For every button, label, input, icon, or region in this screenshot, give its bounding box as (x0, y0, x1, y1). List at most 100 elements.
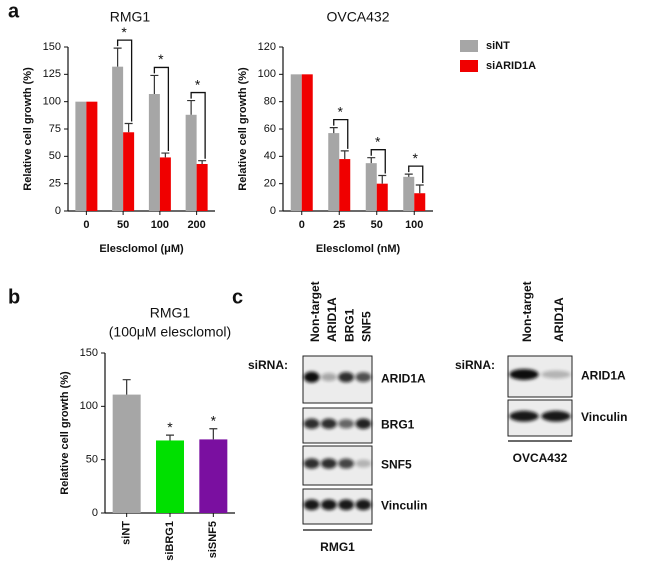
chart-title: OVCA432 (326, 9, 389, 25)
band (320, 499, 337, 511)
bar (199, 439, 228, 513)
chart-subtitle: (100μM elesclomol) (109, 324, 231, 340)
band (303, 458, 320, 469)
band (338, 499, 355, 511)
bar (112, 394, 141, 513)
bar (156, 440, 184, 513)
bar (365, 163, 377, 211)
band (541, 370, 571, 379)
x-tick-label: 50 (371, 219, 383, 231)
legend-swatch (460, 40, 478, 52)
error-bar (113, 47, 122, 67)
y-tick-label: 0 (92, 507, 98, 519)
legend-swatch (460, 60, 478, 72)
error-bar (124, 122, 133, 133)
band (338, 371, 355, 383)
annotation: * (167, 419, 173, 435)
x-tick-label: 0 (83, 219, 89, 231)
bar (123, 132, 135, 211)
x-tick-label: 50 (117, 219, 129, 231)
panel-label: a (8, 0, 20, 22)
band (355, 499, 372, 511)
y-tick-label: 120 (258, 41, 276, 53)
band (355, 418, 372, 430)
band (509, 410, 539, 422)
lane-label: ARID1A (325, 297, 339, 342)
error-bar (166, 434, 174, 441)
y-tick-label: 150 (80, 347, 98, 359)
y-tick-label: 100 (80, 400, 98, 412)
sirna-label: siRNA: (248, 358, 288, 372)
significance-bracket (370, 149, 386, 174)
y-tick-label: 0 (270, 205, 276, 217)
lane-label: Non-target (520, 281, 534, 342)
cell-line-label: OVCA432 (513, 451, 568, 465)
band (320, 458, 337, 469)
x-tick-label: 100 (405, 219, 423, 231)
error-bar (209, 428, 218, 440)
protein-label: Vinculin (381, 499, 427, 513)
error-bar (122, 379, 131, 395)
error-bar (404, 173, 413, 177)
y-tick-label: 125 (43, 68, 61, 80)
lane-label: BRG1 (342, 308, 356, 342)
bar (112, 66, 124, 212)
panel-label: b (8, 286, 20, 308)
error-bar (378, 174, 387, 184)
x-tick-label: siSNF5 (207, 521, 219, 558)
y-axis-label: Relative cell growth (%) (22, 67, 34, 191)
protein-label: ARID1A (581, 369, 626, 383)
y-tick-label: 75 (49, 123, 61, 135)
annotation: * (121, 24, 127, 40)
legend-label: siNT (486, 40, 510, 52)
legend-label: siARID1A (486, 60, 536, 72)
chart-title: RMG1 (110, 9, 151, 25)
annotation: * (375, 133, 381, 149)
bar (339, 159, 351, 211)
band (338, 458, 355, 469)
y-tick-label: 50 (86, 454, 98, 466)
bar (196, 163, 208, 211)
band (320, 418, 337, 429)
annotation: * (338, 103, 344, 119)
bar (185, 114, 197, 211)
protein-label: ARID1A (381, 372, 426, 386)
lane-label: SNF5 (360, 311, 374, 342)
error-bar (198, 160, 207, 164)
x-tick-label: 100 (151, 219, 169, 231)
significance-bracket (333, 118, 349, 149)
error-bar (150, 74, 159, 95)
x-tick-label: 200 (187, 219, 205, 231)
sirna-label: siRNA: (455, 358, 495, 372)
x-tick-label: siBRG1 (164, 521, 176, 561)
significance-bracket (116, 39, 133, 122)
x-tick-label: 25 (333, 219, 345, 231)
significance-bracket (153, 66, 170, 152)
error-bar (187, 99, 196, 115)
error-bar (161, 152, 170, 158)
annotation: * (211, 412, 217, 428)
x-tick-label: siNT (121, 521, 133, 545)
y-tick-label: 50 (49, 150, 61, 162)
panel-label: c (232, 286, 243, 308)
protein-label: SNF5 (381, 458, 412, 472)
y-tick-label: 40 (264, 150, 276, 162)
x-axis-label: Elesclomol (μM) (99, 243, 184, 255)
x-axis-label: Elesclomol (nM) (316, 243, 401, 255)
bar (75, 101, 87, 211)
y-axis-label: Relative cell growth (%) (237, 67, 249, 191)
band (338, 419, 355, 429)
error-bar (415, 184, 424, 194)
cell-line-label: RMG1 (320, 540, 355, 554)
bar (376, 183, 388, 211)
chart-title: RMG1 (150, 305, 191, 321)
bar (301, 74, 313, 211)
error-bar (367, 157, 376, 164)
band (303, 371, 320, 383)
significance-bracket (408, 165, 424, 184)
y-tick-label: 0 (55, 205, 61, 217)
annotation: * (195, 76, 201, 92)
bar (328, 133, 340, 211)
y-tick-label: 100 (43, 96, 61, 108)
